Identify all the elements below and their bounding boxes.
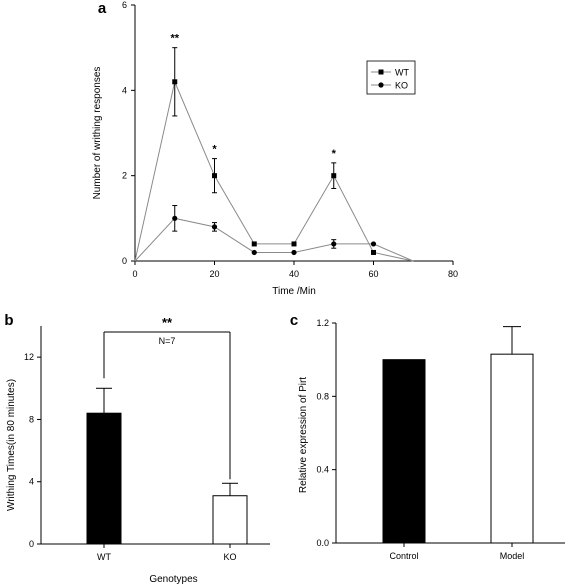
y-tick-label: 0.4 xyxy=(316,465,329,475)
data-point-KO xyxy=(251,249,257,256)
y-tick-label: 0.0 xyxy=(316,538,329,548)
series-line-WT xyxy=(134,80,414,262)
data-point-KO xyxy=(331,241,337,247)
y-tick-label: 8 xyxy=(29,414,34,424)
data-point-KO xyxy=(291,249,297,256)
legend-label-KO: KO xyxy=(395,81,408,91)
bar-Model xyxy=(490,353,534,544)
x-tick-label-Control: Control xyxy=(389,551,418,561)
bar-Control xyxy=(382,359,426,544)
series-line-KO xyxy=(134,217,414,262)
data-point-KO xyxy=(370,241,377,247)
y-tick-label: 0.8 xyxy=(316,391,329,401)
y-tick-label: 4 xyxy=(122,85,127,95)
data-point-KO xyxy=(211,224,218,230)
x-tick-label: 20 xyxy=(209,269,219,279)
y-tick-label: 12 xyxy=(24,352,34,362)
data-point-WT xyxy=(172,79,178,85)
x-axis-label: Time /Min xyxy=(272,286,316,297)
x-tick-label-Model: Model xyxy=(500,551,525,561)
significance-marker: * xyxy=(212,144,217,156)
y-axis-label: Writhing Times(in 80 minutes) xyxy=(6,379,17,511)
x-tick-label: 40 xyxy=(289,269,299,279)
series-WT xyxy=(134,47,414,262)
y-tick-label: 2 xyxy=(122,171,127,181)
data-point-WT xyxy=(331,173,337,179)
y-tick-label: 6 xyxy=(122,0,127,10)
y-axis-label: Relative expression of Pirt xyxy=(298,377,309,493)
legend-marker-square xyxy=(378,69,384,75)
sample-size-note: N=7 xyxy=(159,336,176,346)
series-KO xyxy=(134,205,414,262)
data-point-WT xyxy=(371,249,376,255)
panel-c-label: c xyxy=(290,312,298,329)
legend: WT KO xyxy=(366,60,416,95)
x-tick-label: 0 xyxy=(132,269,137,279)
significance-marker: ** xyxy=(162,315,173,330)
data-point-WT xyxy=(251,241,257,247)
data-point-KO xyxy=(172,215,178,221)
y-tick-label: 0 xyxy=(122,256,127,266)
y-tick-label: 1.2 xyxy=(316,318,329,328)
significance-marker: ** xyxy=(170,33,179,45)
y-tick-label: 4 xyxy=(29,477,34,487)
legend-box xyxy=(366,60,416,95)
significance-marker: * xyxy=(332,148,337,160)
y-axis-label: Number of writhing responses xyxy=(92,67,103,200)
panel-b-chart: b 0 4 8 12 WT KO Genotypes Writhing Times(in 80 … xyxy=(4,312,270,585)
x-tick-label: 80 xyxy=(448,269,458,279)
significance-bracket: ** N=7 xyxy=(103,315,231,480)
panel-a-label: a xyxy=(98,0,107,17)
data-point-WT xyxy=(291,241,297,247)
x-tick-label-WT: WT xyxy=(97,552,111,562)
y-tick-label: 0 xyxy=(29,539,34,549)
panel-c-chart: c 0.0 0.4 0.8 1.2 Control Model Relative expres… xyxy=(290,312,565,561)
data-point-WT xyxy=(212,173,217,179)
x-tick-label: 60 xyxy=(368,269,378,279)
bar-KO xyxy=(212,495,248,545)
error-bar-Model xyxy=(503,326,521,355)
x-axis-label: Genotypes xyxy=(149,574,197,585)
panel-b-label: b xyxy=(4,312,13,329)
bar-WT xyxy=(86,412,122,545)
error-bar-KO xyxy=(222,482,238,496)
legend-marker-circle xyxy=(378,82,384,88)
error-bar-WT xyxy=(96,387,112,414)
legend-label-WT: WT xyxy=(395,68,409,78)
x-tick-label-KO: KO xyxy=(223,552,236,562)
